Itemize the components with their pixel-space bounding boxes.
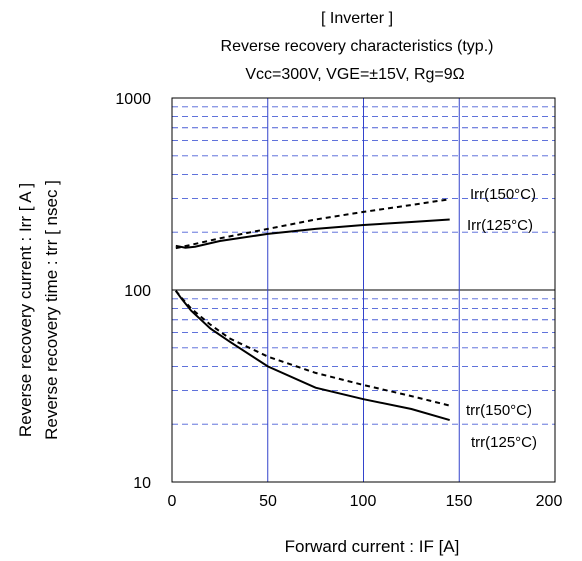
plot-frame — [171, 97, 556, 483]
series-line — [175, 290, 450, 407]
chart-title: [ Inverter ] — [321, 10, 393, 27]
chart-subtitle: Reverse recovery characteristics (typ.) — [221, 38, 494, 55]
annotation-irr-125: Irr(125°C) — [467, 217, 533, 234]
series-line — [175, 198, 450, 250]
y-tick-label: 10 — [133, 475, 151, 492]
annotation-irr-150: Irr(150°C) — [470, 186, 536, 203]
annotation-trr-125: trr(125°C) — [471, 434, 537, 451]
x-axis-label: Forward current : IF [A] — [285, 537, 460, 556]
series-line — [174, 290, 450, 422]
y-axis-label-time: Reverse recovery time : trr [ nsec ] — [42, 180, 61, 440]
grid-major — [172, 98, 555, 482]
y-tick-label: 100 — [124, 283, 151, 300]
series-line — [175, 218, 450, 249]
x-tick-label: 100 — [350, 493, 377, 510]
series-group — [174, 198, 450, 422]
y-tick-label: 1000 — [115, 91, 151, 108]
annotation-trr-150: trr(150°C) — [466, 402, 532, 419]
x-tick-label: 200 — [536, 493, 563, 510]
chart-conditions: Vcc=300V, VGE=±15V, Rg=9Ω — [245, 66, 464, 83]
y-axis-label-current: Reverse recovery current : Irr [ A ] — [16, 183, 35, 437]
x-tick-label: 150 — [446, 493, 473, 510]
x-tick-label: 0 — [168, 493, 177, 510]
x-tick-label: 50 — [259, 493, 277, 510]
